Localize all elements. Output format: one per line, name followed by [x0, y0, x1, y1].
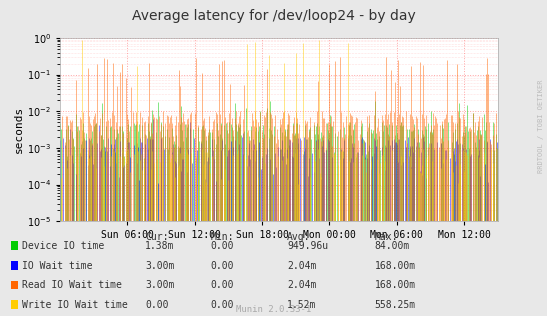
Text: Cur:: Cur: [145, 232, 168, 242]
Text: 2.04m: 2.04m [287, 261, 317, 271]
Text: Munin 2.0.33-1: Munin 2.0.33-1 [236, 306, 311, 314]
Y-axis label: seconds: seconds [14, 106, 24, 153]
Text: 0.00: 0.00 [145, 300, 168, 310]
Text: Min:: Min: [211, 232, 234, 242]
Text: Read IO Wait time: Read IO Wait time [22, 280, 122, 290]
Text: 558.25m: 558.25m [375, 300, 416, 310]
Text: 0.00: 0.00 [211, 280, 234, 290]
Text: 3.00m: 3.00m [145, 261, 174, 271]
Text: 0.00: 0.00 [211, 241, 234, 251]
Text: 949.96u: 949.96u [287, 241, 328, 251]
Text: 0.00: 0.00 [211, 300, 234, 310]
Text: IO Wait time: IO Wait time [22, 261, 92, 271]
Text: 1.52m: 1.52m [287, 300, 317, 310]
Text: 1.38m: 1.38m [145, 241, 174, 251]
Text: RRDTOOL / TOBI OETIKER: RRDTOOL / TOBI OETIKER [538, 80, 544, 173]
Text: 168.00m: 168.00m [375, 261, 416, 271]
Text: 168.00m: 168.00m [375, 280, 416, 290]
Text: 2.04m: 2.04m [287, 280, 317, 290]
Text: Avg:: Avg: [287, 232, 311, 242]
Text: Device IO time: Device IO time [22, 241, 104, 251]
Text: 84.00m: 84.00m [375, 241, 410, 251]
Text: Write IO Wait time: Write IO Wait time [22, 300, 127, 310]
Text: 3.00m: 3.00m [145, 280, 174, 290]
Text: 0.00: 0.00 [211, 261, 234, 271]
Text: Average latency for /dev/loop24 - by day: Average latency for /dev/loop24 - by day [132, 9, 415, 23]
Text: Max:: Max: [375, 232, 398, 242]
